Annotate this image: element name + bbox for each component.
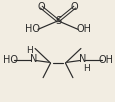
Text: OH: OH [76,24,91,34]
Text: S: S [55,16,60,26]
Text: OH: OH [97,55,112,65]
Text: O: O [37,2,45,12]
Text: N: N [78,54,86,64]
Text: HO: HO [3,55,18,65]
Text: O: O [70,2,78,12]
Text: HO: HO [24,24,39,34]
Text: N: N [29,54,37,64]
Text: H: H [82,64,89,73]
Text: H: H [26,46,33,55]
